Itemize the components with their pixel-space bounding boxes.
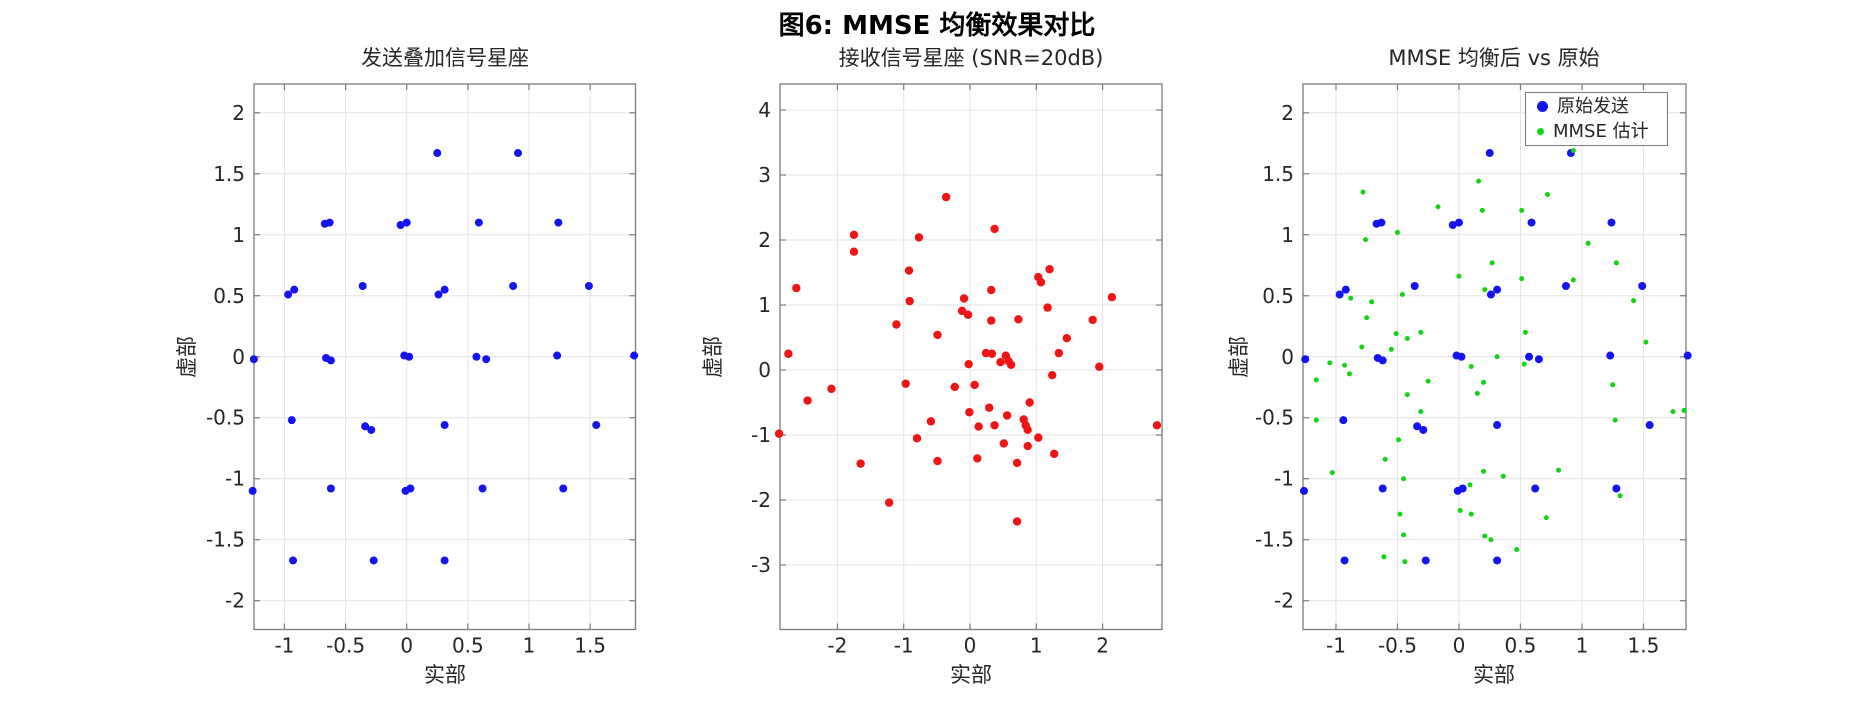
svg-text:0: 0	[232, 345, 245, 369]
legend-marker-green-dot-icon	[1537, 128, 1544, 135]
legend: 原始发送 MMSE 估计	[1525, 92, 1668, 146]
svg-text:3: 3	[758, 163, 771, 187]
svg-text:-2: -2	[827, 634, 847, 658]
svg-text:2: 2	[232, 101, 245, 125]
svg-text:-1: -1	[751, 423, 771, 447]
svg-text:2: 2	[1096, 634, 1109, 658]
svg-text:-1: -1	[1326, 634, 1346, 658]
svg-text:-0.5: -0.5	[326, 634, 365, 658]
svg-text:0: 0	[758, 358, 771, 382]
subplot2-title: 接收信号星座 (SNR=20dB)	[838, 46, 1104, 70]
svg-text:0: 0	[400, 634, 413, 658]
svg-text:-0.5: -0.5	[1255, 406, 1294, 430]
legend-item-mmse: MMSE 估计	[1526, 119, 1667, 144]
subplot3-title: MMSE 均衡后 vs 原始	[1388, 46, 1600, 70]
subplot2-ylabel: 虚部	[701, 336, 725, 378]
svg-text:0: 0	[964, 634, 977, 658]
svg-text:0.5: 0.5	[452, 634, 484, 658]
svg-text:2: 2	[1281, 101, 1294, 125]
svg-text:-0.5: -0.5	[206, 406, 245, 430]
subplot3-ylabel: 虚部	[1227, 336, 1251, 378]
svg-text:1.5: 1.5	[1628, 634, 1660, 658]
svg-text:-2: -2	[225, 589, 245, 613]
svg-text:-2: -2	[751, 488, 771, 512]
svg-text:-1.5: -1.5	[1255, 528, 1294, 552]
svg-text:1: 1	[1030, 634, 1043, 658]
subplot2-xlabel: 实部	[950, 663, 992, 687]
figure-title: 图6: MMSE 均衡效果对比	[778, 11, 1096, 41]
legend-marker-blue-dot-icon	[1537, 101, 1548, 112]
svg-text:-3: -3	[751, 553, 771, 577]
svg-text:0: 0	[1281, 345, 1294, 369]
svg-text:1: 1	[758, 293, 771, 317]
svg-text:-1: -1	[894, 634, 914, 658]
legend-label-mmse: MMSE 估计	[1553, 120, 1649, 142]
svg-text:-1: -1	[274, 634, 294, 658]
svg-text:0: 0	[1453, 634, 1466, 658]
svg-text:1.5: 1.5	[1262, 162, 1294, 186]
svg-text:1: 1	[523, 634, 536, 658]
subplot1-ylabel: 虚部	[175, 336, 199, 378]
svg-text:4: 4	[758, 98, 771, 122]
svg-text:-1.5: -1.5	[206, 528, 245, 552]
legend-item-original: 原始发送	[1526, 94, 1667, 119]
subplot1-title: 发送叠加信号星座	[361, 46, 529, 70]
svg-text:0.5: 0.5	[1262, 284, 1294, 308]
subplot3-xlabel: 实部	[1473, 663, 1515, 687]
svg-text:0.5: 0.5	[213, 284, 245, 308]
svg-text:2: 2	[758, 228, 771, 252]
svg-text:1.5: 1.5	[574, 634, 606, 658]
svg-text:-0.5: -0.5	[1378, 634, 1417, 658]
svg-text:1: 1	[232, 223, 245, 247]
svg-text:1.5: 1.5	[213, 162, 245, 186]
svg-text:1: 1	[1281, 223, 1294, 247]
svg-text:-1: -1	[1274, 467, 1294, 491]
subplot1-xlabel: 实部	[424, 663, 466, 687]
svg-text:-2: -2	[1274, 589, 1294, 613]
legend-label-original: 原始发送	[1557, 95, 1629, 117]
svg-text:1: 1	[1576, 634, 1589, 658]
svg-text:0.5: 0.5	[1505, 634, 1537, 658]
svg-text:-1: -1	[225, 467, 245, 491]
